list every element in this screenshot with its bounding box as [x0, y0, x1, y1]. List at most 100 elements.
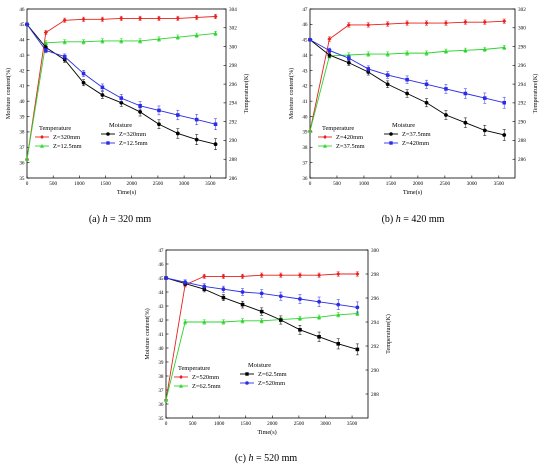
- data-point: [482, 47, 487, 52]
- panel-caption: (b) h = 420 mm: [382, 214, 445, 225]
- data-point: [259, 273, 264, 278]
- legend-entry-label: Z=520mm: [258, 380, 285, 387]
- data-point: [221, 319, 226, 324]
- data-point: [355, 347, 360, 352]
- data-point: [424, 20, 429, 26]
- data-point: [175, 35, 180, 39]
- data-point: [183, 319, 188, 324]
- data-point: [327, 36, 332, 42]
- data-point: [194, 15, 199, 20]
- legend: Temperature Moisture Z=320mm Z=12.5mm Z=320m…: [35, 122, 148, 150]
- x-tick-label: 2500: [294, 421, 305, 427]
- data-point: [138, 110, 143, 114]
- data-point: [240, 302, 245, 307]
- x-tick-label: 3500: [494, 181, 505, 187]
- y-tick-label-left: 37: [302, 160, 308, 166]
- data-point: [385, 51, 390, 56]
- data-point: [308, 37, 312, 42]
- y-tick-label-left: 43: [302, 68, 308, 74]
- data-point: [183, 280, 188, 285]
- data-point: [202, 284, 207, 289]
- panel-caption: (c) h = 520 mm: [235, 453, 298, 464]
- data-point: [307, 128, 313, 133]
- y-tick-label-left: 38: [19, 130, 25, 136]
- legend-marker: [179, 375, 183, 379]
- legend-entry-label: Z=62.5mm: [258, 371, 287, 378]
- x-tick-label: 1500: [386, 181, 397, 187]
- y-tick-label-right: 294: [518, 82, 526, 88]
- y-tick-label-right: 288: [371, 392, 379, 398]
- data-point: [157, 122, 161, 127]
- y-tick-label-right: 290: [518, 119, 526, 125]
- data-point: [119, 38, 124, 43]
- data-point: [424, 51, 429, 55]
- data-point: [405, 77, 409, 82]
- x-axis-label: Time(s): [257, 429, 276, 436]
- legend-entry-label: Z=37.5mm: [336, 143, 365, 150]
- y-tick-label-left: 42: [19, 68, 25, 74]
- legend-marker: [40, 135, 44, 139]
- data-point: [297, 273, 303, 278]
- y-axis-label-right: Temperature(K): [243, 74, 250, 114]
- y-tick-label-left: 35: [19, 176, 25, 182]
- data-point: [81, 17, 86, 22]
- data-point: [100, 85, 105, 90]
- data-point: [336, 312, 341, 317]
- data-point: [463, 20, 468, 25]
- data-point: [194, 33, 199, 37]
- y-tick-label-right: 302: [229, 26, 237, 32]
- series-line: [309, 47, 505, 132]
- data-point: [346, 52, 351, 57]
- data-point: [355, 311, 360, 316]
- data-point: [366, 51, 371, 56]
- legend-marker: [106, 132, 110, 136]
- legend-entry-label: Z=420mm: [402, 140, 429, 147]
- y-tick-label-right: 298: [518, 44, 526, 50]
- y-tick-label-left: 47: [302, 7, 308, 13]
- legend-entry-label: Z=62.5mm: [192, 383, 221, 390]
- series-temperature-Z=320mm: [24, 14, 218, 162]
- data-point: [213, 31, 218, 36]
- data-point: [366, 67, 371, 71]
- y-tick-label-right: 294: [371, 320, 379, 326]
- legend-entry-label: Z=520mm: [192, 374, 219, 381]
- series-temperature-Z=62.5mm: [163, 311, 360, 402]
- x-tick-label: 500: [49, 181, 57, 187]
- y-tick-label-right: 294: [229, 101, 237, 107]
- y-tick-label-right: 300: [229, 44, 237, 50]
- y-tick-label-left: 46: [158, 262, 164, 268]
- legend-entry-label: Z=12.5mm: [119, 140, 148, 147]
- data-point: [424, 82, 429, 87]
- data-point: [62, 39, 67, 44]
- data-point: [347, 56, 351, 60]
- legend-marker: [179, 384, 183, 388]
- data-point: [240, 274, 245, 279]
- data-point: [424, 100, 429, 105]
- data-point: [385, 73, 390, 77]
- x-tick-label: 2000: [267, 421, 278, 427]
- y-tick-label-right: 290: [371, 368, 379, 374]
- data-point: [194, 137, 199, 142]
- y-tick-label-left: 37: [19, 145, 25, 151]
- legend-title-temperature: Temperature: [322, 125, 354, 132]
- data-point: [346, 60, 351, 65]
- y-tick-label-left: 40: [302, 114, 308, 120]
- data-point: [297, 316, 303, 321]
- data-point: [213, 122, 218, 127]
- data-point: [482, 20, 487, 25]
- data-point: [444, 113, 448, 117]
- y-tick-label-left: 42: [302, 84, 308, 90]
- legend-title-moisture: Moisture: [248, 362, 271, 369]
- series-temperature-Z=12.5mm: [24, 30, 218, 161]
- data-point: [463, 48, 468, 52]
- legend: Temperature Moisture Z=420mm Z=37.5mm Z=37.5…: [318, 122, 431, 150]
- data-point: [355, 271, 360, 277]
- data-point: [483, 96, 487, 100]
- legend-title-moisture: Moisture: [392, 122, 415, 129]
- data-point: [163, 397, 169, 402]
- data-point: [463, 120, 468, 125]
- data-point: [502, 19, 507, 24]
- y-tick-label-left: 36: [158, 402, 164, 408]
- y-axis-label-left: Moisture content(%): [144, 308, 151, 359]
- data-point: [443, 20, 449, 26]
